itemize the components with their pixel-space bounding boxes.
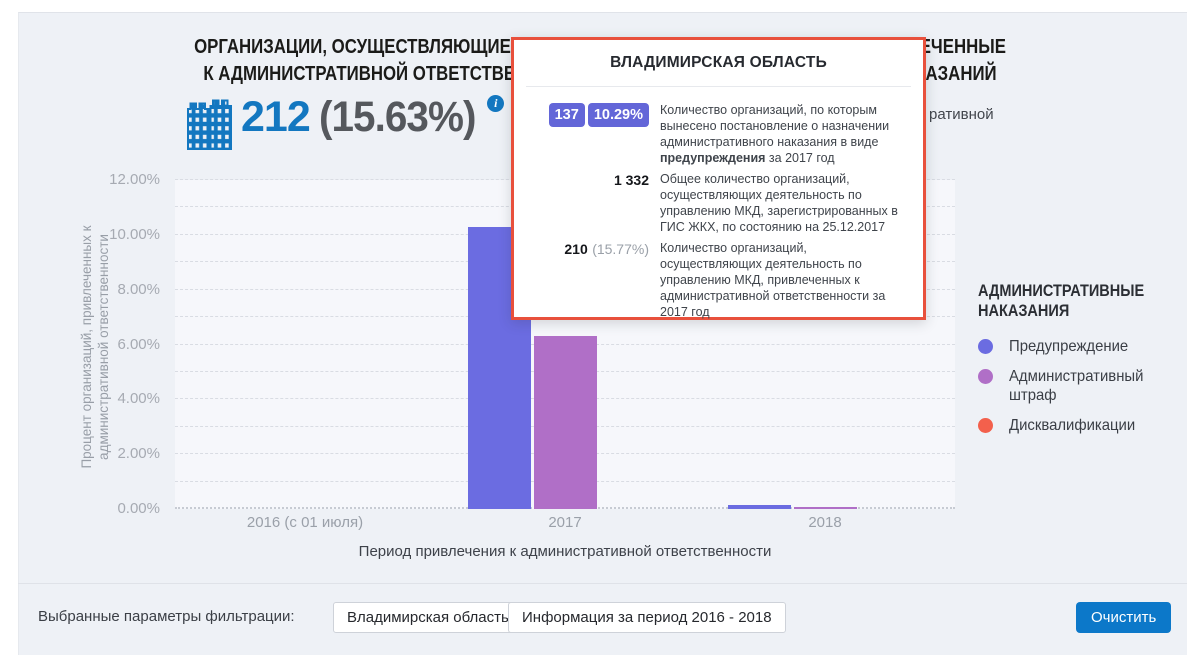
desc-after: за 2017 год [765,151,835,165]
summary-stat: 212 (15.63%) i [186,93,505,151]
legend-title-line1: АДМИНИСТРАТИВНЫЕ [978,282,1145,300]
tooltip-total-description: Общее количество организаций, осуществля… [660,172,898,234]
x-axis-title: Период привлечения к административной от… [358,543,772,560]
clear-button[interactable]: Очистить [1076,602,1172,633]
x-tick-label: 2018 [808,514,842,531]
building-icon [187,99,232,150]
filter-chip-region[interactable]: Владимирская область [333,602,523,633]
legend-dot-disqualification [978,418,993,433]
y-tick-label: 6.00% [117,335,160,353]
legend-label-warning: Предупреждение [1009,338,1129,355]
tooltip-row-total: 1 332 Общее количество организаций, осущ… [514,171,923,235]
tooltip-row-warning: 137 10.29% Количество организаций, по кот… [514,102,923,166]
legend-item-warning[interactable]: Предупреждение [978,337,1178,356]
tooltip-attracted-value: 210 (15.77%) [514,240,660,320]
info-icon[interactable]: i [487,95,505,112]
bar-fine-2018[interactable] [793,507,857,509]
attracted-percent: (15.77%) [592,241,649,257]
legend-dot-fine [978,369,993,384]
warning-percent-badge: 10.29% [587,103,649,127]
y-tick-label: 8.00% [117,280,160,298]
tooltip-warning-description: Количество организаций, по которым вынес… [660,102,900,166]
total-count: 1 332 [613,172,649,188]
legend-dot-warning [978,339,993,354]
legend-title-line2: НАКАЗАНИЯ [978,302,1070,320]
y-tick-label: 10.00% [109,225,160,243]
y-tick-label: 12.00% [109,171,160,188]
x-tick-label: 2017 [548,514,582,531]
region-tooltip: ВЛАДИМИРСКАЯ ОБЛАСТЬ 137 10.29% Количеств… [511,37,926,320]
stat-percent: (15.63%) [318,93,476,141]
y-tick-label: 4.00% [117,390,160,408]
filter-label: Выбранные параметры фильтрации: [38,608,295,625]
filter-chip-period[interactable]: Информация за период 2016 - 2018 [508,602,786,633]
legend: АДМИНИСТРАТИВНЫЕ НАКАЗАНИЯ Предупреждени… [978,281,1178,446]
legend-item-disqualification[interactable]: Дисквалификации [978,416,1178,435]
tooltip-attracted-description: Количество организаций, осуществляющих д… [660,241,886,319]
filter-divider [18,583,1187,584]
y-tick-label: 2.00% [117,445,160,463]
tooltip-row-attracted: 210 (15.77%) Количество организаций, осу… [514,240,923,320]
legend-label-disqualification: Дисквалификации [1009,417,1136,434]
legend-label-fine: Административный штраф [1009,368,1144,404]
tooltip-divider [526,86,911,87]
stat-value: 212 [241,93,311,141]
bar-warning-2018[interactable] [727,505,791,509]
legend-title: АДМИНИСТРАТИВНЫЕ НАКАЗАНИЯ [978,281,1154,321]
x-tick-label: 2016 (с 01 июля) [246,514,364,531]
warning-count-badge: 137 [548,103,585,127]
y-tick-label: 0.00% [117,500,160,517]
legend-item-fine[interactable]: Административный штраф [978,367,1178,405]
tooltip-total-value: 1 332 [514,171,660,235]
tooltip-title: ВЛАДИМИРСКАЯ ОБЛАСТЬ [610,54,827,71]
desc-before: Количество организаций, по которым вынес… [660,103,890,149]
attracted-count: 210 [564,241,588,257]
tooltip-warning-values: 137 10.29% [514,102,660,166]
subtitle-fragment: ративной [929,106,994,123]
bar-fine-2017[interactable] [533,336,597,509]
desc-bold: предупреждения [660,151,766,165]
